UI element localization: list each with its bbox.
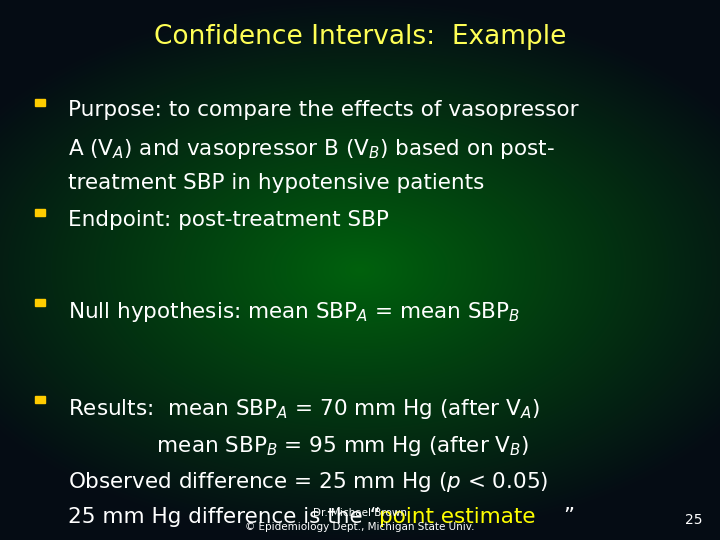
- Bar: [35, 396, 45, 403]
- Text: Purpose: to compare the effects of vasopressor: Purpose: to compare the effects of vasop…: [68, 100, 579, 120]
- Text: A (V$_A$) and vasopressor B (V$_B$) based on post-: A (V$_A$) and vasopressor B (V$_B$) base…: [68, 137, 555, 160]
- Text: Dr. Michael Brown: Dr. Michael Brown: [313, 508, 407, 518]
- Text: point estimate: point estimate: [379, 507, 536, 527]
- Bar: [35, 209, 45, 217]
- Text: Confidence Intervals:  Example: Confidence Intervals: Example: [154, 24, 566, 50]
- Text: Null hypothesis: mean SBP$_A$ = mean SBP$_B$: Null hypothesis: mean SBP$_A$ = mean SBP…: [68, 300, 521, 323]
- Text: ”: ”: [563, 507, 574, 527]
- Text: Endpoint: post-treatment SBP: Endpoint: post-treatment SBP: [68, 210, 390, 230]
- Text: Observed difference = 25 mm Hg ($p$ < 0.05): Observed difference = 25 mm Hg ($p$ < 0.…: [68, 470, 549, 494]
- Text: mean SBP$_B$ = 95 mm Hg (after V$_B$): mean SBP$_B$ = 95 mm Hg (after V$_B$): [68, 434, 530, 457]
- Bar: [35, 99, 45, 106]
- Text: 25 mm Hg difference is the “: 25 mm Hg difference is the “: [68, 507, 381, 527]
- Text: Results:  mean SBP$_A$ = 70 mm Hg (after V$_A$): Results: mean SBP$_A$ = 70 mm Hg (after …: [68, 397, 540, 421]
- Text: © Epidemiology Dept., Michigan State Univ.: © Epidemiology Dept., Michigan State Uni…: [246, 522, 474, 532]
- Text: treatment SBP in hypotensive patients: treatment SBP in hypotensive patients: [68, 173, 485, 193]
- Bar: [35, 299, 45, 306]
- Text: 25: 25: [685, 512, 702, 526]
